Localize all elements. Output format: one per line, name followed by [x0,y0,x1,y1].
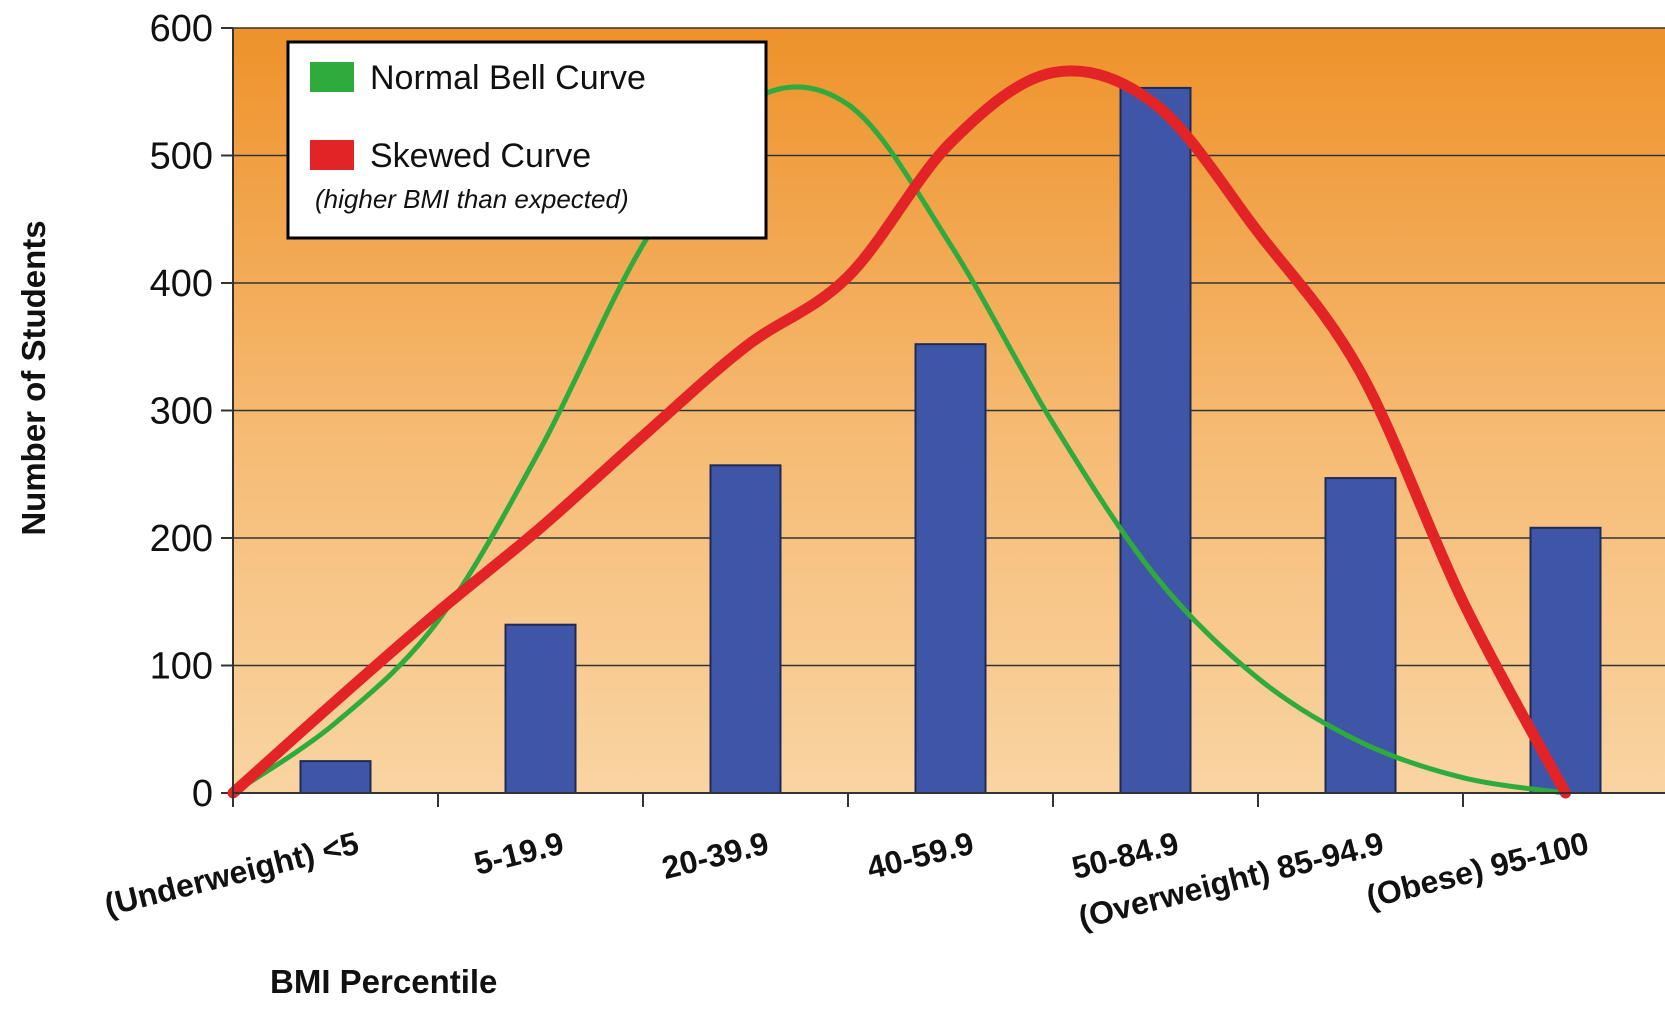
bar [914,343,987,794]
x-tick-labels: (Underweight) <5 5-19.9 20-39.9 40-59.9 50-8… [101,825,1592,936]
legend-label-skewed: Skewed Curve [370,137,591,175]
y-tick-label: 0 [192,773,213,815]
y-tick-label: 400 [150,263,213,305]
legend-box [286,40,768,240]
legend-swatch-skewed [310,140,354,170]
x-tick-label: 40-59.9 [863,825,977,886]
y-tick-labels: 0 100 200 300 400 500 600 [150,8,213,815]
curves-group [227,65,1571,799]
y-tick-label: 300 [150,391,213,433]
bar [299,760,372,794]
x-tick-label: 20-39.9 [658,825,772,886]
skewed-curve-line [227,65,1571,799]
bar [1119,86,1192,795]
axes-group [232,28,1665,807]
x-tick-label: 5-19.9 [470,825,567,882]
x-axis-title: BMI Percentile [270,963,497,1000]
legend-swatch-normal [310,62,354,92]
y-tick-label: 200 [150,518,213,560]
legend-note-skewed: (higher BMI than expected) [315,184,629,214]
y-tick-label: 500 [150,136,213,178]
y-tick-label: 100 [150,646,213,688]
x-tick-label: (Obese) 95-100 [1363,825,1593,915]
bars-group [299,86,1602,795]
legend-label-normal: Normal Bell Curve [370,59,646,97]
bar [1324,477,1397,794]
y-axis-title: Number of Students [15,220,52,535]
y-tick-label: 600 [150,8,213,50]
x-tick-label: 50-84.9 [1068,825,1182,886]
legend: Normal Bell Curve Skewed Curve (higher B… [286,40,768,240]
x-tick-label: (Underweight) <5 [101,825,362,923]
bar [709,464,782,794]
bar [504,623,577,795]
